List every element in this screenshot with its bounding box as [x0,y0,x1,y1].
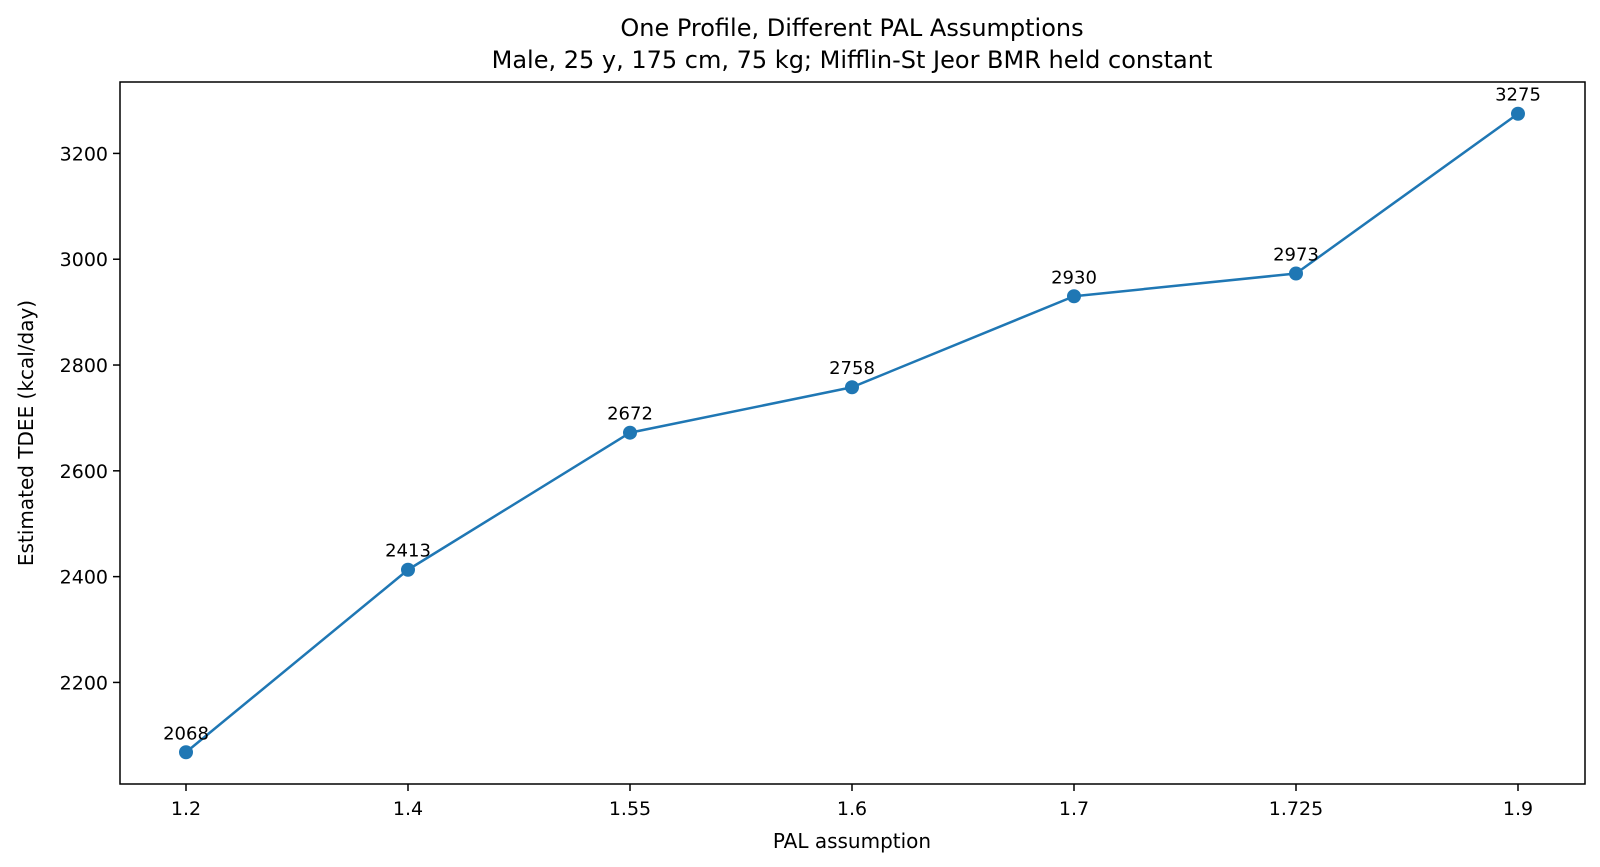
data-point [1067,289,1081,304]
x-tick-label: 1.4 [393,798,423,820]
data-point [1511,106,1525,121]
data-label: 2930 [1051,267,1097,288]
x-tick-label: 1.9 [1503,798,1533,820]
axis-ticks: 2200 2400 2600 2800 3000 3200 1.2 1.4 1.55 1.6 1.7… [60,143,1533,820]
data-point [623,425,637,440]
data-point [179,745,193,760]
y-tick-label: 2800 [60,355,108,377]
y-tick-label: 2400 [60,567,108,589]
x-tick-label: 1.2 [171,798,201,820]
series-line-group [185,112,1519,754]
y-axis-label: Estimated TDEE (kcal/day) [14,300,38,566]
data-label: 2973 [1273,245,1319,266]
x-tick-label: 1.55 [609,798,651,820]
y-tick-label: 2200 [60,672,108,694]
data-label: 2672 [607,404,653,425]
y-tick-label: 3200 [60,143,108,165]
data-labels: 2068 2413 2672 2758 2930 2973 3275 [163,85,1541,745]
data-point [845,380,859,395]
x-tick-label: 1.7 [1059,798,1089,820]
x-tick-label: 1.6 [837,798,867,820]
data-label: 2758 [829,358,875,379]
data-label: 3275 [1495,85,1541,106]
series-line [185,112,1519,754]
plot-area-frame [119,81,1586,785]
x-tick-label: 1.725 [1269,798,1323,820]
data-label: 2068 [163,723,209,744]
y-tick-label: 2600 [60,461,108,483]
y-tick-label: 3000 [60,249,108,271]
data-points [179,106,1525,760]
data-point [1289,266,1303,281]
chart-subtitle: Male, 25 y, 175 cm, 75 kg; Mifflin-St Je… [492,46,1213,74]
chart-title: One Profile, Different PAL Assumptions [620,14,1083,42]
data-point [401,562,415,577]
x-axis-label: PAL assumption [773,829,931,853]
data-label: 2413 [385,541,431,562]
